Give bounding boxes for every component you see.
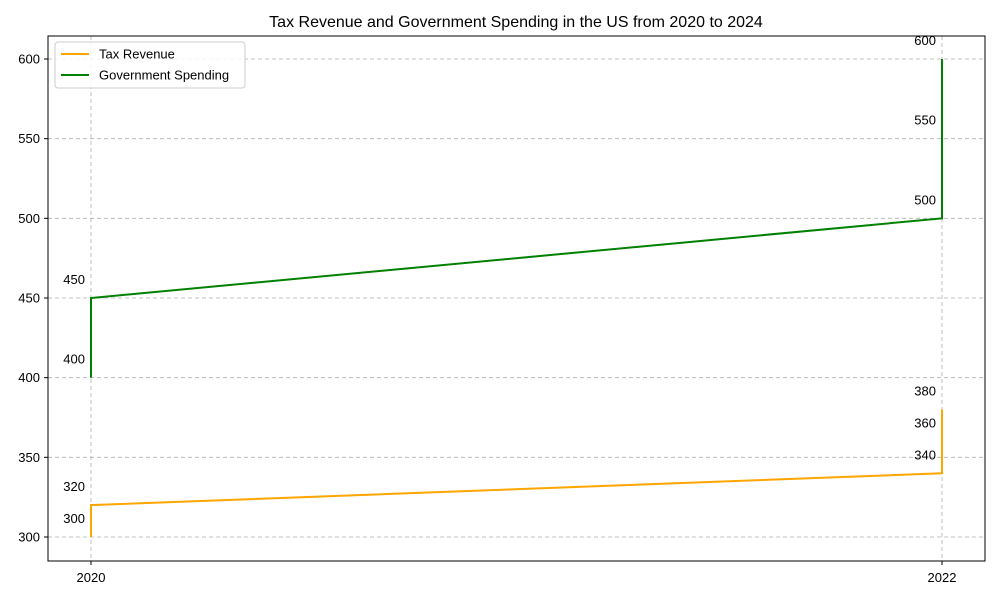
data-label: 450 [63,272,85,287]
chart-title: Tax Revenue and Government Spending in t… [269,14,763,31]
legend-label: Tax Revenue [99,47,175,62]
axes-layer: 300 350 400 450 500 550 600 2020 2022 [18,35,986,585]
y-tick-label: 400 [18,370,40,385]
y-tick-label: 550 [18,131,40,146]
x-tick-label: 2022 [928,570,957,585]
data-label: 500 [914,192,936,207]
y-tick-label: 450 [18,291,40,306]
y-tick-label: 300 [18,530,40,545]
series-line-government-spending [90,59,943,378]
data-label: 320 [63,479,85,494]
x-tick-label: 2020 [77,570,106,585]
grid-layer [48,36,985,561]
series-layer [90,59,943,537]
y-tick-label: 350 [18,450,40,465]
plot-frame [47,35,986,562]
series-line-tax-revenue [90,409,943,537]
data-labels-layer: 300 320 340 360 380 400 450 500 550 600 [63,33,936,526]
data-label: 600 [914,33,936,48]
y-tick-label: 500 [18,211,40,226]
data-label: 380 [914,384,936,399]
legend: Tax Revenue Government Spending [54,41,246,89]
data-label: 400 [63,352,85,367]
legend-label: Government Spending [99,68,229,83]
data-label: 300 [63,511,85,526]
legend-box [54,41,246,89]
data-label: 340 [914,447,936,462]
data-label: 360 [914,415,936,430]
y-tick-label: 600 [18,52,40,67]
data-label: 550 [914,113,936,128]
